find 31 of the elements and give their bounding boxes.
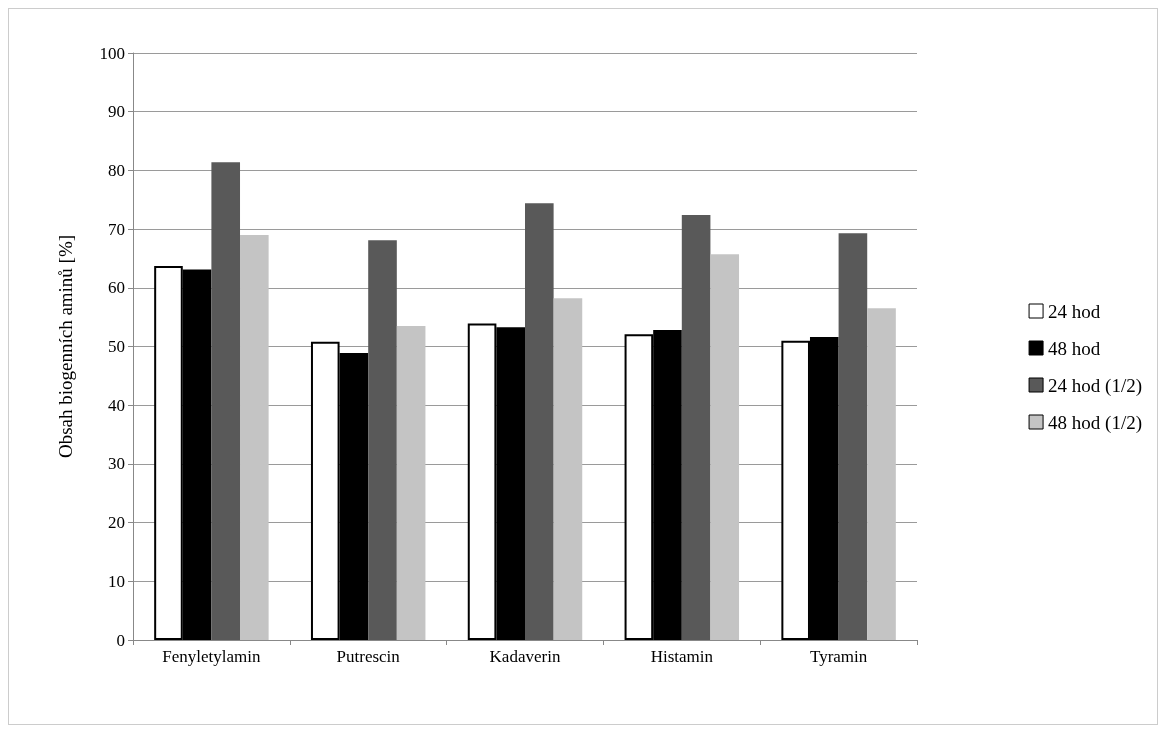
bar: [396, 325, 426, 640]
bar: [710, 254, 740, 640]
bar: [368, 240, 397, 640]
legend-label: 24 hod (1/2): [1048, 374, 1142, 397]
bar: [553, 298, 583, 640]
y-tick-label: 10: [108, 571, 125, 591]
y-tick-label: 80: [108, 160, 125, 180]
bar: [525, 203, 554, 640]
bar: [867, 308, 896, 640]
y-tick-label: 30: [108, 454, 125, 474]
x-tick-label: Histamin: [650, 647, 714, 666]
bar: [240, 234, 269, 640]
y-tick-label: 60: [108, 278, 125, 298]
y-tick-label: 0: [116, 630, 125, 650]
bar: [211, 162, 241, 640]
y-tick-label: 50: [108, 337, 125, 356]
bar: [838, 233, 868, 640]
x-tick-label: Kadaverin: [489, 647, 561, 666]
x-tick-label: Fenyletylamin: [162, 647, 261, 666]
y-axis-title: Obsah biogenních aminů [%]: [55, 234, 76, 459]
y-tick-label: 100: [99, 43, 125, 63]
y-tick-label: 20: [108, 513, 125, 533]
x-tick-label: Putrescin: [336, 647, 401, 666]
x-tick-label: Tyramin: [809, 647, 868, 666]
y-tick-label: 90: [108, 102, 125, 122]
y-tick-label: 40: [108, 395, 125, 415]
legend-label: 48 hod: [1048, 337, 1101, 359]
legend-label: 24 hod: [1048, 300, 1101, 322]
bar: [681, 215, 711, 640]
y-tick-label: 70: [108, 219, 125, 239]
legend-label: 48 hod (1/2): [1048, 411, 1142, 434]
